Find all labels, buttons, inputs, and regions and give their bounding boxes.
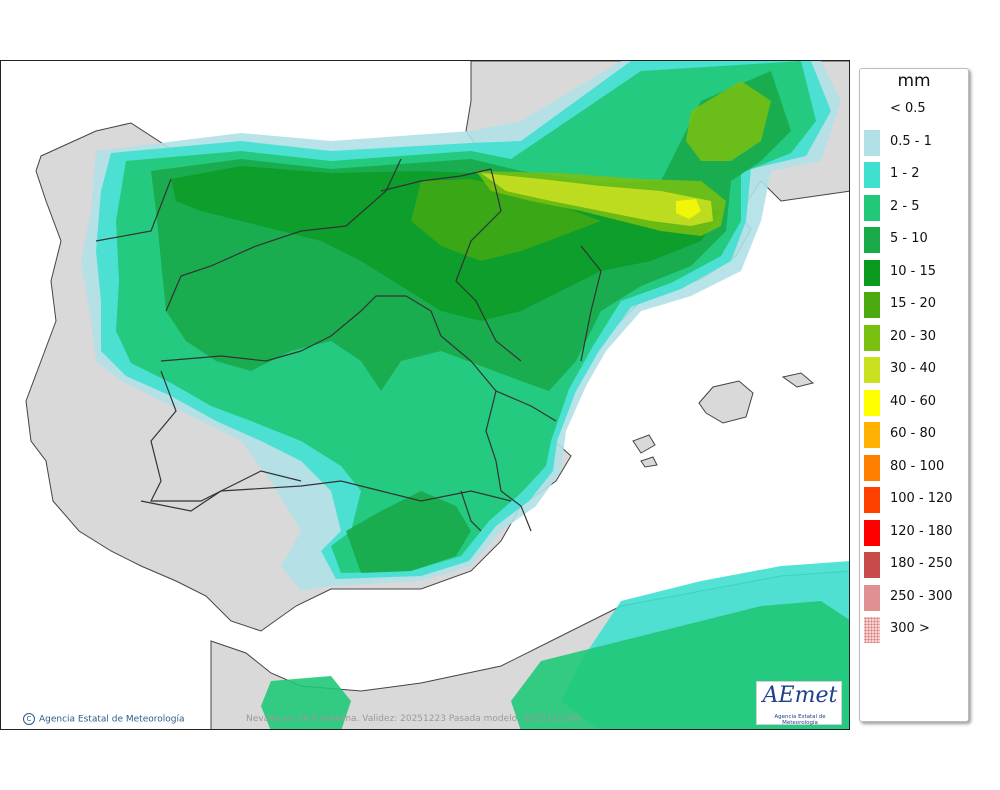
northern-regions-border — [380, 168, 492, 192]
legend-swatch — [864, 454, 880, 481]
legend-item: 20 - 30 — [860, 324, 968, 351]
legend-item: 250 - 300 — [860, 584, 968, 611]
field-africa-west — [261, 676, 351, 729]
legend-item: 0.5 - 1 — [860, 129, 968, 156]
legend-label: 15 - 20 — [890, 296, 937, 311]
aemet-logo-subtitle: Agencia Estatal de Meteorología — [774, 714, 826, 726]
legend-swatch — [864, 259, 880, 286]
legend-swatch — [864, 227, 880, 253]
legend-label: 180 - 250 — [890, 556, 953, 571]
legend-item: 5 - 10 — [860, 227, 968, 253]
snow-field-layer — [81, 61, 849, 729]
legend-item: 30 - 40 — [860, 357, 968, 383]
legend-swatch — [864, 129, 880, 156]
legend-label: 120 - 180 — [890, 523, 953, 539]
snow-forecast-map: C Agencia Estatal de Meteorología Nevada … — [0, 60, 850, 730]
legend-swatch — [864, 97, 880, 123]
field-30-40 — [481, 173, 713, 226]
legend-unit: mm — [897, 71, 931, 91]
legend-label: 10 - 15 — [890, 263, 937, 279]
field-5-10-south — [346, 491, 471, 573]
menorca-landmass — [781, 372, 815, 388]
legend-swatch — [864, 617, 880, 643]
legend-swatch — [864, 292, 880, 318]
madrid-border — [300, 295, 442, 352]
legend-swatch — [864, 584, 880, 611]
mallorca-landmass — [698, 380, 754, 424]
legend-label: 20 - 30 — [890, 328, 937, 344]
legend-item: 100 - 120 — [860, 487, 968, 513]
legend-item: 180 - 250 — [860, 552, 968, 578]
castilla-mancha-border — [160, 335, 502, 492]
catalonia-border — [580, 245, 602, 362]
legend-swatch — [864, 422, 880, 448]
legend-label: 250 - 300 — [890, 588, 953, 604]
murcia-border — [460, 490, 482, 532]
legend-label: < 0.5 — [890, 101, 926, 116]
legend-item: 120 - 180 — [860, 519, 968, 546]
legend-swatch — [864, 389, 880, 416]
credit-label: Agencia Estatal de Meteorología — [39, 714, 185, 725]
formentera-landmass — [640, 456, 658, 468]
legend-item: 300 > — [860, 617, 968, 643]
ibiza-landmass — [632, 434, 656, 454]
legend-swatch — [864, 194, 880, 221]
legend-label: 40 - 60 — [890, 393, 937, 409]
legend-swatch — [864, 162, 880, 188]
legend-label: 30 - 40 — [890, 361, 937, 376]
galicia-asturias-border — [95, 178, 172, 242]
legend-item: 60 - 80 — [860, 422, 968, 448]
legend-item: 2 - 5 — [860, 194, 968, 221]
legend-swatch — [864, 519, 880, 546]
field-40-60 — [676, 199, 701, 219]
legend-swatch — [864, 487, 880, 513]
legend-label: 100 - 120 — [890, 491, 953, 506]
legend-item: 10 - 15 — [860, 259, 968, 286]
credit-text: C Agencia Estatal de Meteorología — [23, 713, 185, 725]
legend-swatch — [864, 324, 880, 351]
field-20-30-north — [686, 81, 771, 161]
copyright-icon: C — [23, 713, 35, 725]
legend-label: 60 - 80 — [890, 426, 937, 441]
legend-label: 300 > — [890, 621, 930, 636]
legend-label: 5 - 10 — [890, 231, 928, 246]
legend-item: 1 - 2 — [860, 162, 968, 188]
map-canvas — [25, 61, 849, 729]
andalucia-border — [140, 480, 512, 512]
legend-item: < 0.5 — [860, 97, 968, 123]
legend-item: 80 - 100 — [860, 454, 968, 481]
legend-label: 2 - 5 — [890, 198, 920, 214]
extremadura-border — [150, 370, 302, 502]
legend-swatch — [864, 357, 880, 383]
field-15-20 — [411, 179, 601, 261]
legend-item: 40 - 60 — [860, 389, 968, 416]
valencia-border — [495, 390, 557, 532]
legend-label: 0.5 - 1 — [890, 133, 932, 149]
region-boundaries — [95, 158, 602, 532]
legend-panel: mm < 0.5 0.5 - 1 1 - 2 2 - 5 5 - 10 10 - 15 15… — [859, 68, 969, 722]
map-caption: Nevada en 24 h máxima. Validez: 20251223… — [246, 714, 581, 724]
legend-label: 80 - 100 — [890, 458, 945, 474]
legend-item: 15 - 20 — [860, 292, 968, 318]
legend-label: 1 - 2 — [890, 166, 920, 181]
aragon-border — [455, 168, 522, 362]
aemet-logo-text: AEmet — [762, 683, 838, 708]
aemet-logo: AEmet Agencia Estatal de Meteorología — [756, 681, 842, 726]
castilla-leon-border — [165, 158, 402, 312]
legend-swatch — [864, 552, 880, 578]
